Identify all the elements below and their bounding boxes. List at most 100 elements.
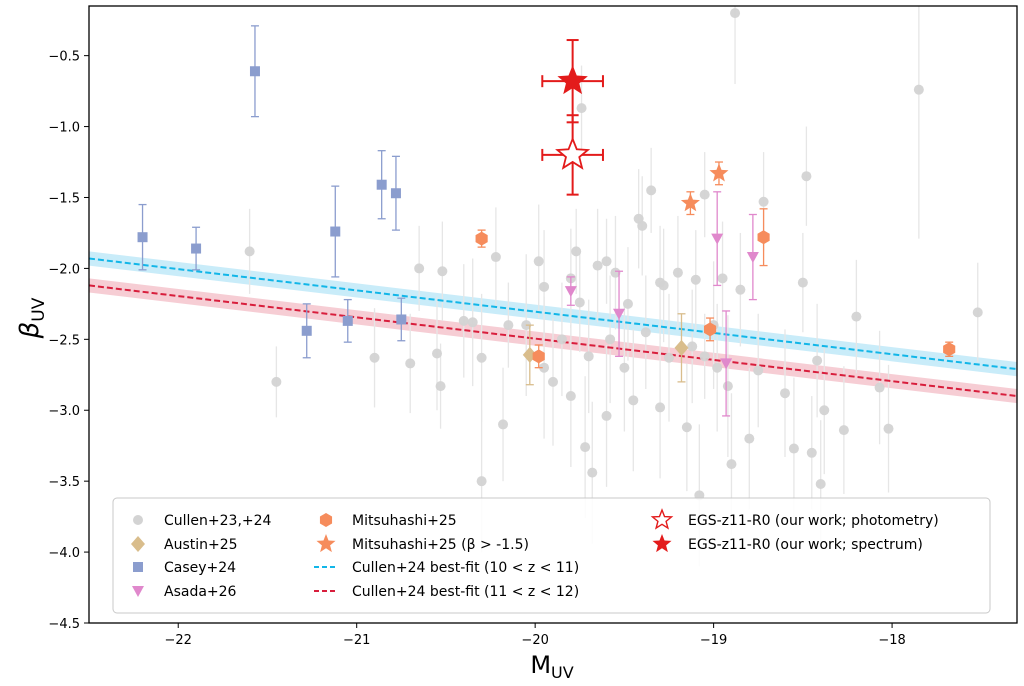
point-0-11	[476, 352, 487, 363]
point-0-61	[815, 478, 826, 489]
point-0-68	[972, 307, 983, 318]
y-tick-label-7: −1.0	[48, 121, 80, 136]
point-4-3	[757, 230, 770, 245]
y-tick-label-0: −4.5	[48, 617, 80, 632]
point-0-67	[913, 84, 924, 95]
x-tick-label-2: −20	[521, 633, 548, 648]
point-0-38	[664, 352, 674, 363]
point-0-59	[806, 447, 817, 458]
point-0-48	[722, 381, 733, 392]
legend-marker-1	[131, 536, 145, 552]
point-0-34	[640, 327, 651, 338]
fit-line-2	[88, 284, 1018, 398]
point-0-72	[571, 246, 582, 257]
point-3-0	[564, 286, 577, 298]
data-points	[137, 8, 983, 501]
point-1-1	[674, 339, 689, 356]
point-2-6	[376, 179, 387, 190]
y-tick-label-3: −3.0	[48, 404, 80, 419]
point-3-1	[613, 308, 626, 320]
point-4-4	[943, 342, 956, 357]
x-tick-label-4: −18	[878, 633, 905, 648]
point-0-31	[628, 395, 639, 406]
point-6-0	[555, 136, 591, 170]
point-3-3	[720, 358, 733, 370]
point-0-6	[435, 381, 446, 392]
point-0-5	[432, 348, 442, 359]
point-2-0	[137, 232, 148, 243]
point-7-0	[557, 65, 588, 95]
point-0-35	[646, 185, 657, 196]
legend-label-1: Austin+25	[164, 537, 238, 553]
legend-marker-0	[133, 515, 143, 525]
point-0-42	[690, 274, 701, 285]
point-0-10	[476, 476, 487, 487]
point-2-5	[342, 315, 353, 326]
x-axis-title-sub: UV	[551, 663, 574, 682]
point-0-65	[874, 382, 885, 393]
point-0-66	[883, 423, 894, 434]
y-tick-label-8: −0.5	[48, 50, 80, 65]
x-tick-label-3: −19	[700, 633, 727, 648]
point-0-12	[490, 252, 501, 263]
point-0-33	[637, 220, 648, 231]
legend-marker-2	[133, 562, 143, 572]
legend: Cullen+23,+24 Austin+25 Casey+24 Asada+26 Mi…	[112, 497, 991, 614]
point-2-4	[330, 226, 341, 237]
point-0-1	[271, 376, 282, 387]
point-0-19	[556, 334, 567, 345]
legend-marker-5	[316, 534, 336, 553]
point-0-39	[672, 267, 683, 278]
point-0-55	[780, 388, 790, 399]
point-0-17	[539, 362, 550, 373]
point-0-41	[687, 341, 698, 352]
point-0-40	[681, 422, 692, 433]
point-0-18	[548, 376, 558, 387]
legend-marker-9	[652, 534, 672, 553]
y-axis-title-main: β	[15, 322, 45, 340]
x-tick-label-0: −22	[165, 633, 192, 648]
point-0-73	[503, 320, 514, 331]
point-3-4	[746, 252, 759, 264]
point-0-15	[533, 256, 544, 267]
point-0-29	[619, 362, 630, 373]
point-0-51	[735, 284, 746, 295]
point-0-75	[699, 351, 710, 362]
y-tick-label-6: −1.5	[48, 191, 80, 206]
fit-lines	[88, 257, 1018, 398]
y-tick-label-5: −2.0	[48, 262, 80, 277]
point-0-70	[601, 256, 612, 267]
axes: −22 −21 −20 −19 −18 −4.5 −4.0 −3.5 −3.0 −2.5 −2.0 −…	[48, 50, 905, 648]
point-4-1	[532, 349, 545, 364]
point-0-47	[717, 273, 728, 284]
point-0-44	[699, 189, 710, 200]
point-0-63	[838, 425, 849, 436]
y-axis-title: βUV	[15, 297, 49, 339]
point-0-57	[797, 277, 808, 288]
point-0-26	[601, 410, 612, 421]
plot-frame	[88, 5, 1018, 624]
x-axis-title: MUV	[530, 651, 573, 682]
point-0-56	[788, 443, 799, 454]
point-0-9	[467, 317, 478, 328]
point-0-53	[753, 365, 764, 376]
x-axis-title-main: M	[530, 651, 551, 679]
point-0-58	[801, 171, 812, 182]
point-4-0	[475, 231, 488, 246]
point-0-24	[587, 467, 598, 478]
point-2-1	[191, 243, 202, 254]
point-0-23	[583, 351, 594, 362]
point-0-36	[655, 402, 666, 413]
point-3-2	[711, 233, 724, 245]
point-0-54	[758, 196, 769, 207]
point-0-27	[605, 334, 616, 345]
point-0-8	[458, 315, 469, 326]
legend-label-0: Cullen+23,+24	[164, 513, 272, 529]
point-0-22	[580, 442, 591, 453]
x-tick-label-1: −21	[343, 633, 370, 648]
legend-label-9: EGS-z11-R0 (our work; spectrum)	[688, 537, 923, 553]
legend-label-5: Mitsuhashi+25 (β > -1.5)	[352, 537, 529, 553]
point-0-7	[437, 266, 448, 277]
legend-marker-4	[319, 513, 333, 527]
legend-label-6: Cullen+24 best-fit (10 < z < 11)	[352, 560, 579, 576]
